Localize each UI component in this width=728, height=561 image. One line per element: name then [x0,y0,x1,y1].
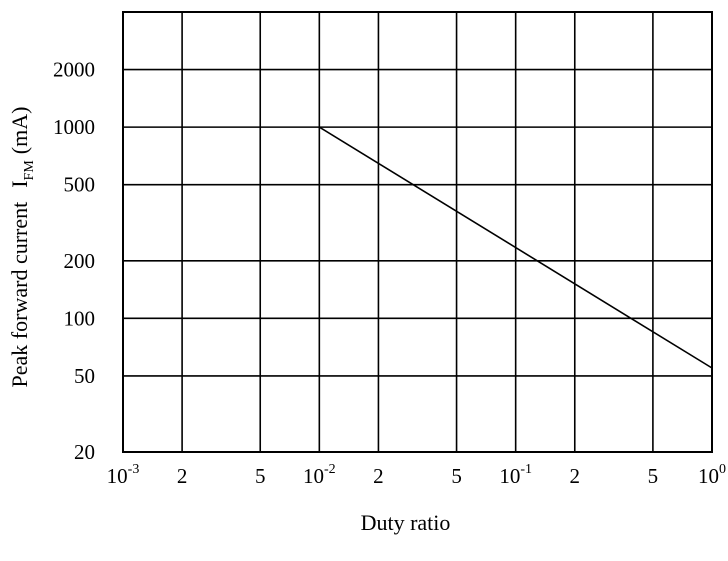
x-tick-label: 5 [255,464,266,488]
y-tick-label: 20 [74,440,95,464]
x-tick-label: 100 [698,462,726,488]
x-tick-label: 10-2 [303,462,336,488]
y-axis-title-subscript: FM [22,160,37,181]
x-tick-label: 2 [177,464,188,488]
y-axis-title-unit: (mA) [7,107,32,155]
y-tick-label: 2000 [53,58,95,82]
x-tick-label: 5 [648,464,659,488]
y-tick-labels: 20 50 100 200 500 1000 2000 [53,58,95,464]
plot-frame [123,12,712,452]
x-tick-label: 10-3 [107,462,140,488]
x-tick-label: 2 [373,464,384,488]
y-tick-label: 500 [64,173,96,197]
x-tick-labels: 10-3 2 5 10-2 2 5 10-1 2 5 100 [107,462,726,488]
y-tick-label: 100 [64,306,96,330]
y-axis-title-main: Peak forward current [7,202,32,388]
x-axis-title: Duty ratio [361,510,451,535]
y-axis-title-symbol: I [7,180,32,187]
y-axis-title: Peak forward current IFM (mA) [7,107,37,388]
y-tick-label: 50 [74,364,95,388]
y-tick-label: 1000 [53,115,95,139]
grid [123,12,712,452]
x-tick-label: 2 [570,464,581,488]
y-tick-label: 200 [64,249,96,273]
x-tick-label: 10-1 [499,462,532,488]
x-tick-label: 5 [451,464,462,488]
